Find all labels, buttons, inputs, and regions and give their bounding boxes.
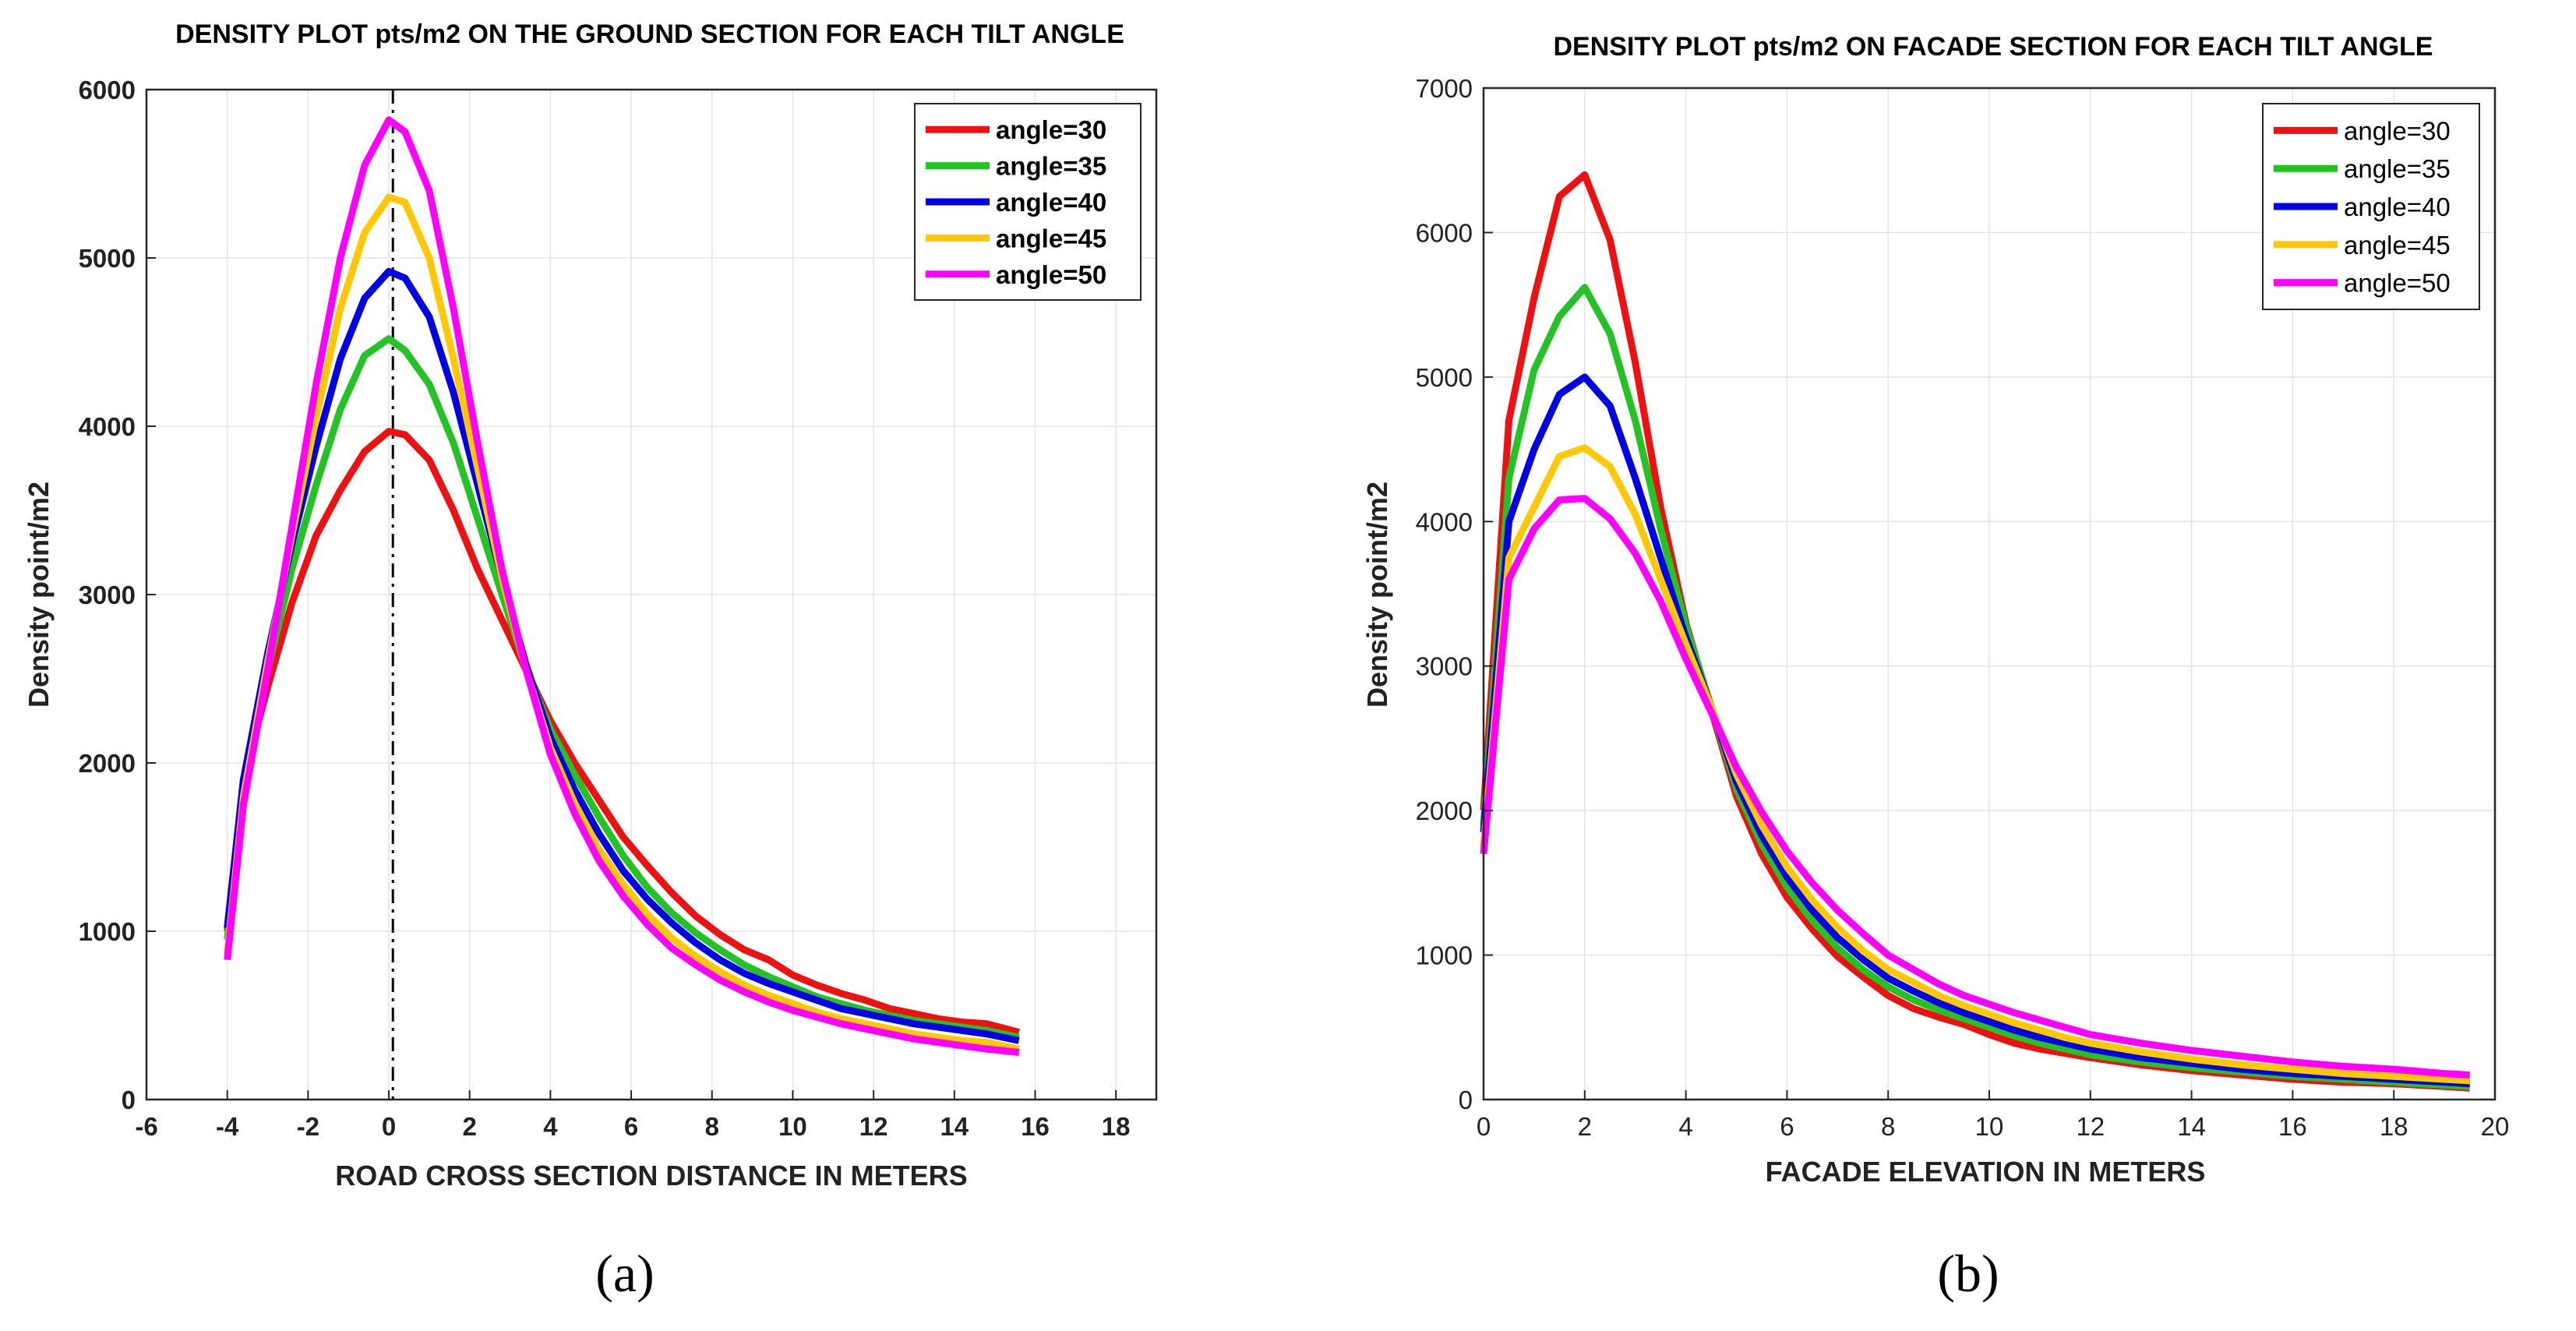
y-tick-label: 7000 [1416,74,1473,103]
x-tick-label: -2 [297,1112,319,1141]
y-tick-label: 4000 [79,412,136,441]
x-tick-label: -6 [135,1112,157,1141]
legend-label: angle=40 [2344,192,2451,221]
y-tick-label: 6000 [79,76,136,104]
y-tick-label: 5000 [1416,363,1473,392]
panel-a-ground-section: DENSITY PLOT pts/m2 ON THE GROUND SECTIO… [23,19,1158,1303]
y-tick-label: 3000 [1416,652,1473,681]
panel-a-x-axis-label: ROAD CROSS SECTION DISTANCE IN METERS [335,1160,967,1192]
y-tick-label: 0 [1459,1086,1473,1114]
series-line-angle-45 [224,193,1020,1053]
x-tick-label: 4 [1678,1112,1692,1141]
x-tick-label: 0 [1477,1112,1491,1141]
panel-b-title: DENSITY PLOT pts/m2 ON FACADE SECTION FO… [1554,32,2433,62]
series-line-angle-30 [224,428,1020,1036]
panel-a-y-tick-labels: 0 1000 2000 3000 4000 5000 6000 [79,76,156,1114]
x-tick-label: -4 [216,1112,239,1141]
legend-label: angle=45 [996,224,1106,252]
series-line-angle-50 [224,116,1020,1056]
y-tick-label: 2000 [1416,796,1473,825]
panel-a-caption: (a) [595,1244,654,1303]
panel-b-legend: angle=30 angle=35 angle=40 angle=45 angle=50 [2262,103,2480,310]
x-tick-label: 2 [1578,1112,1592,1141]
legend-label: angle=50 [2344,269,2451,298]
legend-label: angle=35 [2344,154,2451,183]
series-line-angle-50 [1480,495,2470,1079]
panel-a-title: DENSITY PLOT pts/m2 ON THE GROUND SECTIO… [175,19,1124,49]
legend-label: angle=30 [996,115,1106,144]
x-tick-label: 6 [1780,1112,1794,1141]
panel-a-x-tick-labels: -6 -4 -2 0 2 4 6 8 10 12 14 16 18 [135,1090,1131,1141]
y-tick-label: 5000 [79,244,136,273]
y-tick-label: 1000 [1416,941,1473,970]
series-line-angle-45 [1480,444,2470,1085]
x-tick-label: 8 [705,1112,719,1141]
panel-b-x-tick-labels: 0 2 4 6 8 10 12 14 16 18 20 [1477,1090,2510,1141]
x-tick-label: 18 [2380,1112,2408,1141]
legend-label: angle=45 [2344,231,2451,259]
x-tick-label: 12 [2076,1112,2105,1141]
x-tick-label: 0 [382,1112,396,1141]
legend-label: angle=50 [996,260,1106,289]
panel-b-x-axis-label: FACADE ELEVATION IN METERS [1766,1156,2206,1188]
y-tick-label: 2000 [79,749,136,778]
x-tick-label: 10 [1975,1112,2004,1141]
x-tick-label: 16 [1021,1112,1050,1141]
x-tick-label: 10 [778,1112,807,1141]
panel-b-series-group [1480,171,2470,1092]
y-tick-label: 1000 [79,917,136,946]
x-tick-label: 6 [624,1112,638,1141]
panel-b-y-tick-labels: 0 1000 2000 3000 4000 5000 6000 7000 [1416,74,1493,1114]
legend-label: angle=40 [996,188,1106,217]
panel-a-series-group [224,116,1020,1056]
x-tick-label: 14 [940,1112,969,1141]
x-tick-label: 8 [1881,1112,1895,1141]
x-tick-label: 14 [2177,1112,2206,1141]
x-tick-label: 18 [1102,1112,1131,1141]
legend-label: angle=35 [996,152,1106,181]
panel-b-facade-section: DENSITY PLOT pts/m2 ON FACADE SECTION FO… [1361,32,2509,1303]
y-tick-label: 4000 [1416,507,1473,536]
x-tick-label: 20 [2481,1112,2510,1141]
legend-box [914,103,1142,301]
x-tick-label: 4 [543,1112,558,1141]
series-line-angle-40 [1480,373,2470,1088]
panel-a-y-axis-label: Density point/m2 [23,482,55,708]
series-line-angle-40 [224,267,1020,1044]
y-tick-label: 0 [122,1086,136,1114]
x-tick-label: 2 [463,1112,477,1141]
panel-b-grid [1484,88,2495,1100]
y-tick-label: 6000 [1416,218,1473,247]
y-tick-label: 3000 [79,581,136,609]
legend-label: angle=30 [2344,116,2451,145]
panel-b-caption: (b) [1937,1244,1999,1303]
panel-a-legend: angle=30 angle=35 angle=40 angle=45 angle=50 [914,103,1142,301]
panel-a-grid [146,90,1156,1100]
x-tick-label: 16 [2278,1112,2307,1141]
x-tick-label: 12 [859,1112,888,1141]
panel-b-y-axis-label: Density point/m2 [1361,482,1393,708]
